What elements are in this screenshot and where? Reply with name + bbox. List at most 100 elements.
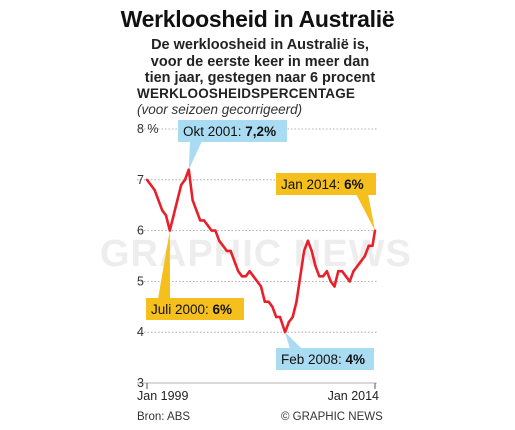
data-point	[271, 305, 274, 308]
x-tick-label: Jan 2014	[328, 389, 379, 403]
callout-text: Jan 2014: 6%	[281, 177, 364, 192]
data-point	[161, 209, 164, 212]
data-point	[157, 198, 160, 202]
callout-text: Okt 2001: 7,2%	[183, 124, 276, 139]
credit-note: © GRAPHIC NEWS	[281, 411, 383, 423]
data-point	[318, 275, 321, 278]
callout-value: 4%	[346, 352, 366, 367]
y-tick-label: 6	[137, 224, 144, 238]
data-point	[333, 285, 336, 288]
callout-box	[146, 298, 244, 320]
data-point	[299, 275, 302, 278]
callout-box	[276, 348, 374, 370]
data-point	[363, 254, 367, 258]
data-point	[287, 320, 291, 324]
data-point	[314, 264, 317, 268]
callout-value: 7,2%	[245, 124, 276, 139]
y-axis-note: (voor seizoen gecorrigeerd)	[137, 102, 303, 117]
data-point	[244, 275, 247, 278]
callout-pointer	[158, 230, 170, 299]
callout-box	[276, 173, 376, 195]
data-point	[199, 219, 202, 222]
data-point	[183, 178, 187, 181]
data-point	[371, 244, 374, 248]
data-point	[291, 315, 294, 319]
data-point	[153, 188, 156, 192]
data-point	[240, 275, 244, 278]
data-point	[278, 315, 282, 319]
data-point	[310, 249, 313, 253]
data-point	[295, 300, 298, 303]
data-point	[329, 280, 332, 283]
callout-value: 6%	[344, 177, 364, 192]
data-point	[229, 249, 232, 253]
data-point	[218, 239, 221, 242]
y-axis-label: WERKLOOSHEIDSPERCENTAGE	[137, 86, 356, 101]
data-point	[176, 198, 179, 202]
data-point	[195, 209, 198, 212]
y-tick-label: 3	[137, 376, 144, 390]
data-point	[214, 229, 217, 232]
data-point	[337, 270, 340, 273]
data-point	[259, 285, 263, 288]
data-point	[340, 270, 344, 273]
data-point	[237, 270, 240, 273]
data-point	[267, 300, 270, 303]
data-point	[348, 280, 351, 283]
data-point	[210, 229, 213, 232]
y-tick-label: 5	[137, 274, 144, 288]
data-point	[145, 178, 149, 181]
callout: Jan 2014: 6%	[276, 173, 376, 231]
data-point	[202, 219, 206, 222]
data-point	[221, 244, 225, 248]
data-point	[164, 214, 168, 217]
data-point	[302, 249, 306, 253]
series-layer	[145, 168, 377, 334]
data-point	[367, 244, 370, 248]
callout: Feb 2008: 4%	[276, 332, 374, 370]
data-point	[252, 275, 255, 278]
x-tick-labels: Jan 1999 Jan 2014	[137, 389, 379, 403]
data-point	[321, 275, 325, 278]
data-point	[275, 315, 278, 319]
data-point	[359, 259, 363, 263]
data-point	[149, 183, 152, 187]
chart-title: Werkloosheid in Australië	[120, 6, 395, 32]
callout-text: Feb 2008: 4%	[281, 352, 365, 367]
callout-box	[178, 120, 287, 142]
callout-pointer	[285, 332, 302, 349]
chart-subtitle: De werkloosheid in Australië is, voor de…	[110, 37, 410, 87]
data-point	[172, 214, 175, 217]
data-point	[233, 259, 236, 263]
callout-value: 6%	[213, 302, 233, 317]
callout-label: Feb 2008:	[281, 352, 346, 367]
data-point	[256, 280, 259, 283]
data-point	[225, 249, 228, 253]
source-note: Bron: ABS	[137, 411, 191, 423]
data-point	[325, 270, 329, 273]
callout-pointer	[188, 141, 202, 170]
callout-label: Jan 2014:	[281, 177, 344, 192]
data-point	[356, 264, 359, 268]
data-point	[248, 270, 251, 273]
subtitle-line: tien jaar, gestegen naar 6 procent	[144, 70, 376, 86]
callout: Juli 2000: 6%	[146, 230, 244, 320]
callout-text: Juli 2000: 6%	[151, 302, 232, 317]
watermark: GRAPHIC NEWS	[100, 233, 412, 275]
grid-layer	[137, 128, 377, 389]
x-tick-label: Jan 1999	[137, 389, 188, 403]
callout-pointer	[356, 194, 375, 231]
data-point	[306, 239, 310, 242]
callout-label: Juli 2000:	[151, 302, 213, 317]
data-point	[191, 198, 194, 202]
y-tick-label: 8 %	[137, 122, 159, 136]
subtitle-line: De werkloosheid in Australië is,	[151, 37, 369, 53]
y-tick-label: 4	[137, 325, 144, 339]
y-tick-label: 7	[137, 173, 144, 187]
callouts-layer: Okt 2001: 7,2%Jan 2014: 6%Juli 2000: 6%F…	[146, 120, 376, 370]
data-point	[352, 270, 355, 273]
data-point	[206, 224, 209, 227]
data-point	[180, 183, 183, 187]
data-point	[344, 275, 348, 278]
